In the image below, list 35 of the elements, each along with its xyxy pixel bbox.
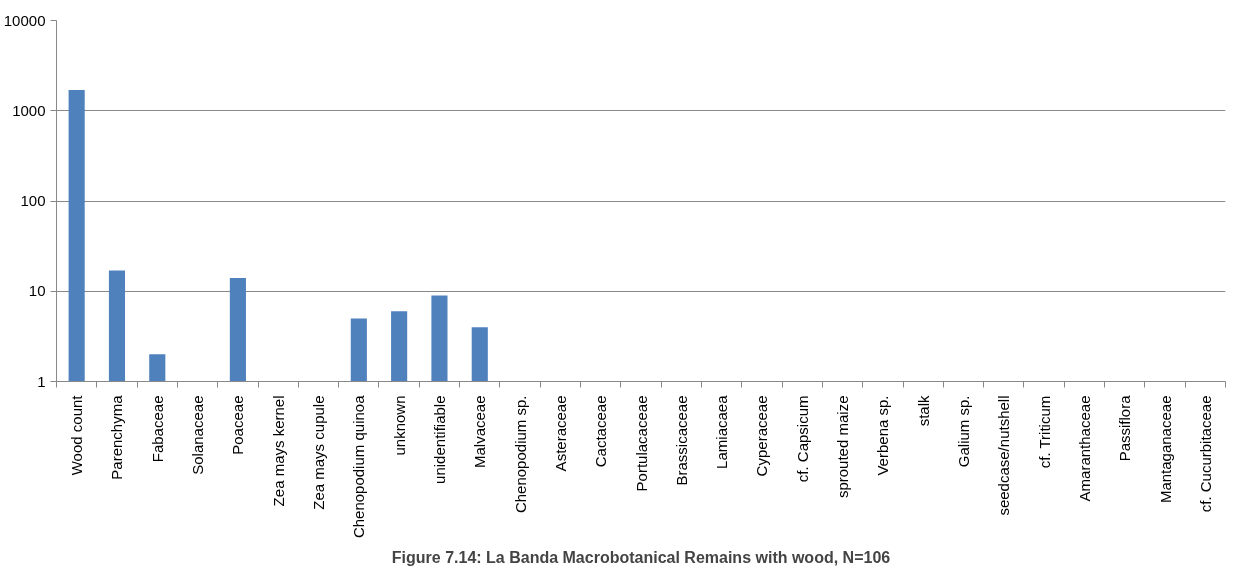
x-tick-label: Mantaganaceae [1156,395,1174,504]
x-tick-label: Cactaceae [592,395,610,468]
x-tick-label: Wood count [68,394,86,476]
x-tick-label: Chenopodium sp. [511,395,529,514]
x-tick-label: Parenchyma [108,394,126,480]
x-tick-label: Fabaceae [148,395,166,463]
x-tick-label: Lamiacaea [713,394,731,469]
text: Figure 7.14: La Banda Macrobotanical Remains with wood, N=106 [391,548,891,566]
x-tick-label: Brassicaceae [672,395,690,486]
x-tick-label: Verbena sp. [874,395,892,476]
x-tick-label: Amaranthaceae [1075,395,1093,502]
y-tick-label: 1 [37,372,46,390]
x-tick-label: Zea mays cupule [310,395,328,510]
x-tick-label: Passiflora [1116,394,1134,462]
x-tick-label: Zea mays kernel [269,395,287,507]
x-tick-label: cf. Cucurbitaceae [1196,395,1214,513]
x-tick-label: Portulacaceae [632,395,650,492]
x-tick-label: cf. Capsicum [793,395,811,483]
x-tick-label: sprouted maize [834,395,852,499]
x-tick-label: Poaceae [229,395,247,455]
x-tick-label: unknown [390,395,408,456]
x-tick-label: cf. Triticum [1035,395,1053,469]
x-tick-label: Solanaceae [189,395,207,475]
x-tick-label: Cyperaceae [753,395,771,477]
x-tick-label: Malvaceae [471,395,489,469]
y-tick-label: 10000 [3,11,46,29]
y-tick-label: 1000 [12,101,46,119]
x-tick-label: stalk [914,395,932,427]
x-tick-label: seedcase/nutshell [995,395,1013,516]
x-tick-label: Galium sp. [954,395,972,468]
x-tick-label: Chenopodium quinoa [350,394,368,539]
y-tick-label: 10 [28,282,46,300]
y-tick-label: 100 [20,192,46,209]
x-tick-label: unidentifiable [430,395,448,484]
x-tick-label: Asteraceae [551,395,569,472]
